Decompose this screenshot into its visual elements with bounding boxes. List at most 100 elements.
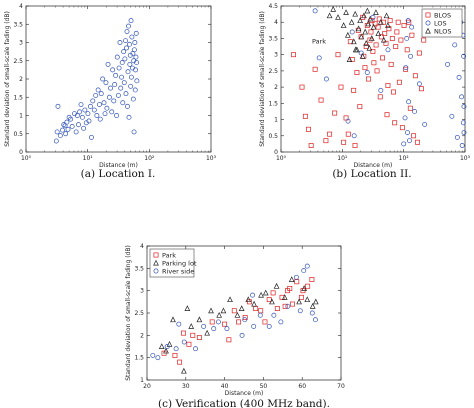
chart-b-point-nlos [362,28,369,35]
chart-c-point-parking-lot [196,316,203,323]
chart-c-ylabel: Standard deviation of small-scale fading… [125,245,132,381]
chart-b-point-blos [351,87,357,93]
chart-b-point-blos [362,65,368,71]
chart-c-point-park [177,359,183,365]
chart-b-point-blos [366,76,372,82]
chart-c-point-river-side [304,263,310,269]
chart-a: 0 0.5 1 1.5 2 2.5 3 3.5 4 10⁰ 10¹ 10² 10³ Distance (m… [4,3,217,180]
chart-b-ytick-label: 1 [274,117,278,124]
chart-a-point-series [94,113,100,118]
chart-b-point-blos [403,66,409,72]
chart-b-point-los [461,53,467,59]
chart-a-point-series [126,114,132,120]
chart-a-point-series [128,74,134,80]
chart-a-xtick-label: 10³ [206,155,217,162]
chart-b-point-blos [374,68,380,74]
chart-c-point-parking-lot [304,296,311,303]
chart-b-point-los [416,81,422,87]
chart-c-point-park [298,294,304,300]
chart-c-point-park [209,319,215,325]
chart-a-ytick-label: 3 [19,40,23,47]
chart-a-point-series [114,54,120,60]
chart-c-xtick-label: 30 [182,383,190,390]
chart-b-point-blos [419,86,424,92]
chart-b-point-los [401,141,407,147]
chart-b-ytick-label: 3 [274,52,278,59]
chart-a-point-series [61,122,67,128]
chart-a-point-series [106,94,112,100]
chart-b-point-blos [401,23,407,28]
chart-b-point-blos [416,50,422,56]
chart-c-point-river-side [271,312,277,318]
chart-c-point-parking-lot [188,323,195,329]
chart-b-point-nlos [358,33,365,40]
chart-c-point-river-side [176,321,182,327]
chart-c-point-river-side [309,310,315,316]
chart-b-point-nlos [370,23,377,30]
chart-c: 1 1.5 2 2.5 3 3.5 4 20 30 40 50 60 70 Distance (m) Sta… [125,243,345,408]
chart-b-point-los [409,24,415,30]
chart-c-point-park [290,301,295,307]
chart-b-point-blos [375,24,381,30]
chart-c-point-park [270,290,276,296]
chart-a-point-series [53,138,59,144]
chart-c-ytick-label: 1 [140,377,144,384]
chart-a-point-series [105,61,111,67]
chart-b-point-blos [318,97,324,103]
chart-c-point-park [253,306,259,311]
chart-a-point-series [124,29,130,34]
chart-a-ytick-label: 2 [19,76,23,83]
chart-b-point-nlos [350,38,357,45]
chart-a-caption: (a) Location I. [81,168,156,180]
chart-b-xtick-label: 10¹ [337,155,348,162]
chart-c-point-river-side [173,346,179,352]
chart-b-ytick-label: 0.5 [268,133,278,140]
chart-c-ytick-label: 3.5 [134,265,144,272]
chart-b-point-blos [392,120,398,126]
chart-b-ytick-label: 0 [274,149,278,156]
chart-a-point-series [124,45,129,51]
chart-c-point-parking-lot [309,303,316,309]
chart-c-point-parking-lot [296,298,302,305]
chart-c-point-parking-lot [262,289,269,296]
chart-c-point-river-side [285,303,291,309]
chart-a-point-series [76,122,81,128]
chart-b-point-los [452,42,458,48]
chart-b-legend-marker [425,27,431,34]
chart-a-point-series [74,113,80,118]
chart-b-point-los [323,76,329,82]
chart-b-point-nlos [357,17,363,24]
chart-a-point-series [110,67,116,73]
chart-b-point-nlos [366,44,373,51]
chart-b-point-blos [387,18,393,24]
chart-b-point-los [349,29,355,35]
chart-b-xtick-label: 10² [399,155,410,162]
chart-a-point-series [121,49,127,55]
chart-b-point-blos [291,52,296,58]
chart-b-point-blos [412,73,418,79]
chart-a-point-series [73,129,79,135]
chart-a-point-series [132,40,138,45]
chart-a-point-series [81,125,87,131]
chart-a-point-series [95,87,101,93]
chart-a-point-series [125,103,130,109]
chart-c-legend-marker [153,268,159,274]
chart-a-point-series [123,91,129,97]
chart-a-point-series [129,34,135,40]
chart-b-point-blos [354,70,360,75]
chart-a-point-series [119,74,124,80]
chart-a-point-series [129,65,135,71]
chart-a-point-series [130,96,136,102]
chart-a-point-series [59,127,65,133]
chart-a-point-series [131,129,137,135]
chart-a-point-series [128,18,134,24]
chart-c-point-river-side [164,344,170,349]
chart-a-point-series [63,131,69,137]
chart-b-caption: (b) Location II. [332,168,411,180]
chart-c-point-parking-lot [158,343,165,349]
chart-a-point-series [104,105,110,111]
chart-b-ylabel: Standard deviation of small-scale fading… [259,11,266,147]
chart-b-point-blos [381,19,387,25]
chart-a-point-series [122,56,128,62]
chart-b-point-los [405,130,410,135]
